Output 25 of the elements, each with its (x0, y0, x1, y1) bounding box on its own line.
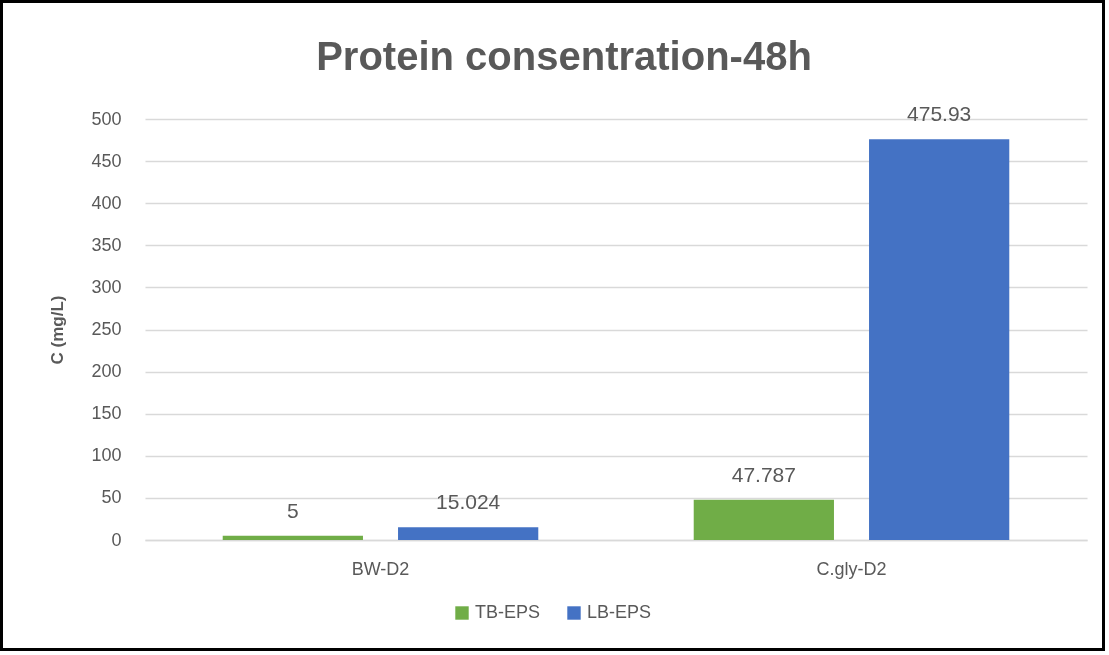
y-tick-label: 200 (91, 361, 122, 382)
data-label: 475.93 (907, 102, 972, 126)
x-tick-label: BW-D2 (351, 558, 410, 579)
y-tick-label: 0 (111, 529, 122, 550)
y-tick-label: 400 (91, 192, 122, 213)
y-tick-label: 350 (91, 234, 122, 255)
y-tick-label: 450 (91, 150, 122, 171)
y-tick-label: 50 (101, 487, 122, 508)
chart-title: Protein consentration-48h (316, 34, 812, 79)
bar (222, 535, 363, 540)
y-tick-label: 150 (91, 403, 122, 424)
bar (398, 527, 539, 540)
bar (869, 139, 1010, 540)
legend-label: TB-EPS (475, 602, 541, 622)
data-label: 5 (287, 498, 299, 522)
y-tick-label: 250 (91, 319, 122, 339)
data-label: 47.787 (731, 462, 796, 486)
y-tick-label: 300 (91, 276, 122, 297)
legend-label: LB-EPS (587, 602, 652, 622)
bar (693, 499, 834, 540)
y-axis-title: C (mg/L) (48, 295, 68, 365)
data-label: 15.024 (436, 490, 501, 514)
y-tick-label: 500 (91, 108, 122, 129)
x-tick-label: C.gly-D2 (816, 558, 887, 579)
y-tick-label: 100 (91, 445, 122, 466)
